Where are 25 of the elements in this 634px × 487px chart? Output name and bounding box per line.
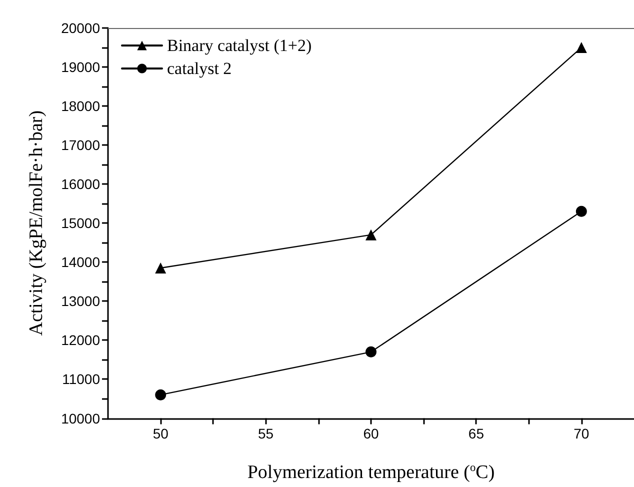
- x-tick-label: 65: [468, 425, 484, 442]
- y-tick-label: 14000: [61, 254, 100, 270]
- point: [366, 229, 376, 240]
- point: [366, 346, 376, 358]
- y-tick-label: 20000: [61, 20, 100, 36]
- x-tick-label: 60: [363, 425, 379, 442]
- y-axis-title: Activity (KgPE/molFe·h·bar): [26, 110, 47, 336]
- point: [155, 262, 166, 274]
- x-tick-label: 55: [258, 425, 274, 442]
- y-tick-label: 11000: [62, 371, 100, 388]
- x-tick-label: 50: [152, 425, 169, 442]
- y-tick-label: 16000: [61, 176, 100, 192]
- point: [155, 389, 166, 400]
- y-tick-label: 15000: [61, 215, 100, 232]
- y-tick-label: 10000: [61, 410, 100, 426]
- point: [576, 42, 587, 54]
- x-tick-label: 70: [574, 425, 590, 442]
- point: [576, 206, 587, 217]
- y-tick-label: 12000: [61, 332, 100, 348]
- y-tick-label: 17000: [61, 137, 100, 154]
- legend-label: catalyst 2: [167, 59, 232, 78]
- y-tick-label: 18000: [61, 98, 100, 114]
- y-tick-label: 13000: [61, 293, 100, 310]
- legend-label: Binary catalyst (1+2): [167, 36, 312, 55]
- y-tick-label: 19000: [61, 59, 100, 76]
